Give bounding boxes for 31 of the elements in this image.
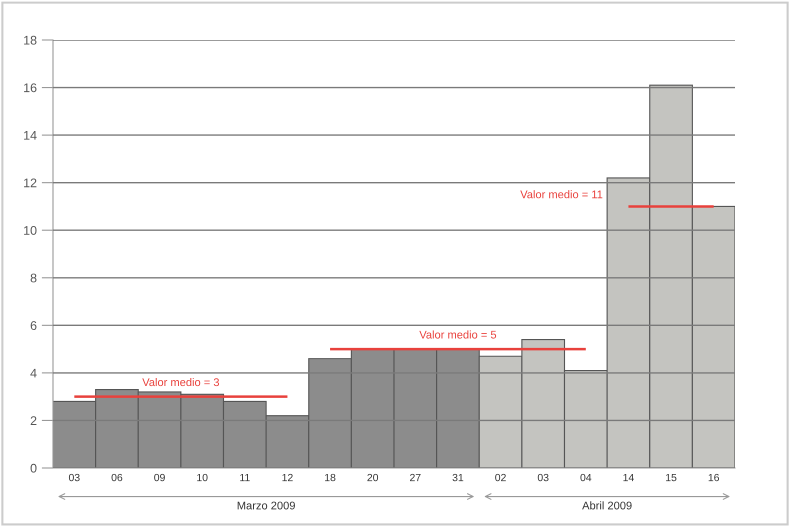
y-tick-label: 16 bbox=[24, 83, 36, 92]
y-tick-label: 4 bbox=[30, 368, 37, 378]
y-tick-label: 8 bbox=[30, 274, 36, 282]
x-tick-label: 06 bbox=[112, 474, 122, 482]
x-tick-label: 15 bbox=[666, 474, 676, 482]
series-label: Valor medio = 3 bbox=[142, 378, 220, 386]
x-tick-label: 31 bbox=[452, 474, 464, 482]
x-tick-label: 12 bbox=[282, 474, 293, 482]
y-tick-label: 12 bbox=[24, 178, 36, 188]
x-tick-label: 16 bbox=[708, 474, 720, 482]
y-tick-label: 0 bbox=[30, 464, 37, 473]
x-tick-label: 09 bbox=[154, 474, 165, 482]
x-tick-label: 20 bbox=[367, 474, 378, 482]
x-tick-label: 11 bbox=[240, 474, 250, 482]
x-tick-label: 14 bbox=[623, 474, 634, 482]
y-tick-label: 2 bbox=[30, 416, 36, 425]
x-tick-label: 04 bbox=[580, 474, 592, 482]
x-tick-label: 27 bbox=[410, 474, 421, 482]
x-tick-label: 03 bbox=[538, 474, 549, 482]
series-label: Valor medio = 5 bbox=[419, 330, 496, 339]
y-tick-label: 14 bbox=[24, 131, 37, 140]
x-tick-label: 10 bbox=[197, 474, 208, 482]
text: Marzo 2009 bbox=[238, 502, 295, 510]
y-tick-label: 10 bbox=[24, 226, 37, 235]
text: Valor medio = 11 bbox=[520, 190, 602, 198]
x-tick-label: 03 bbox=[68, 474, 80, 482]
x-tick-label: 18 bbox=[325, 474, 336, 482]
y-tick-label: 6 bbox=[30, 321, 36, 330]
text: Abril 2009 bbox=[582, 501, 632, 510]
x-tick-label: 02 bbox=[495, 474, 506, 482]
y-tick-label: 18 bbox=[24, 36, 36, 45]
